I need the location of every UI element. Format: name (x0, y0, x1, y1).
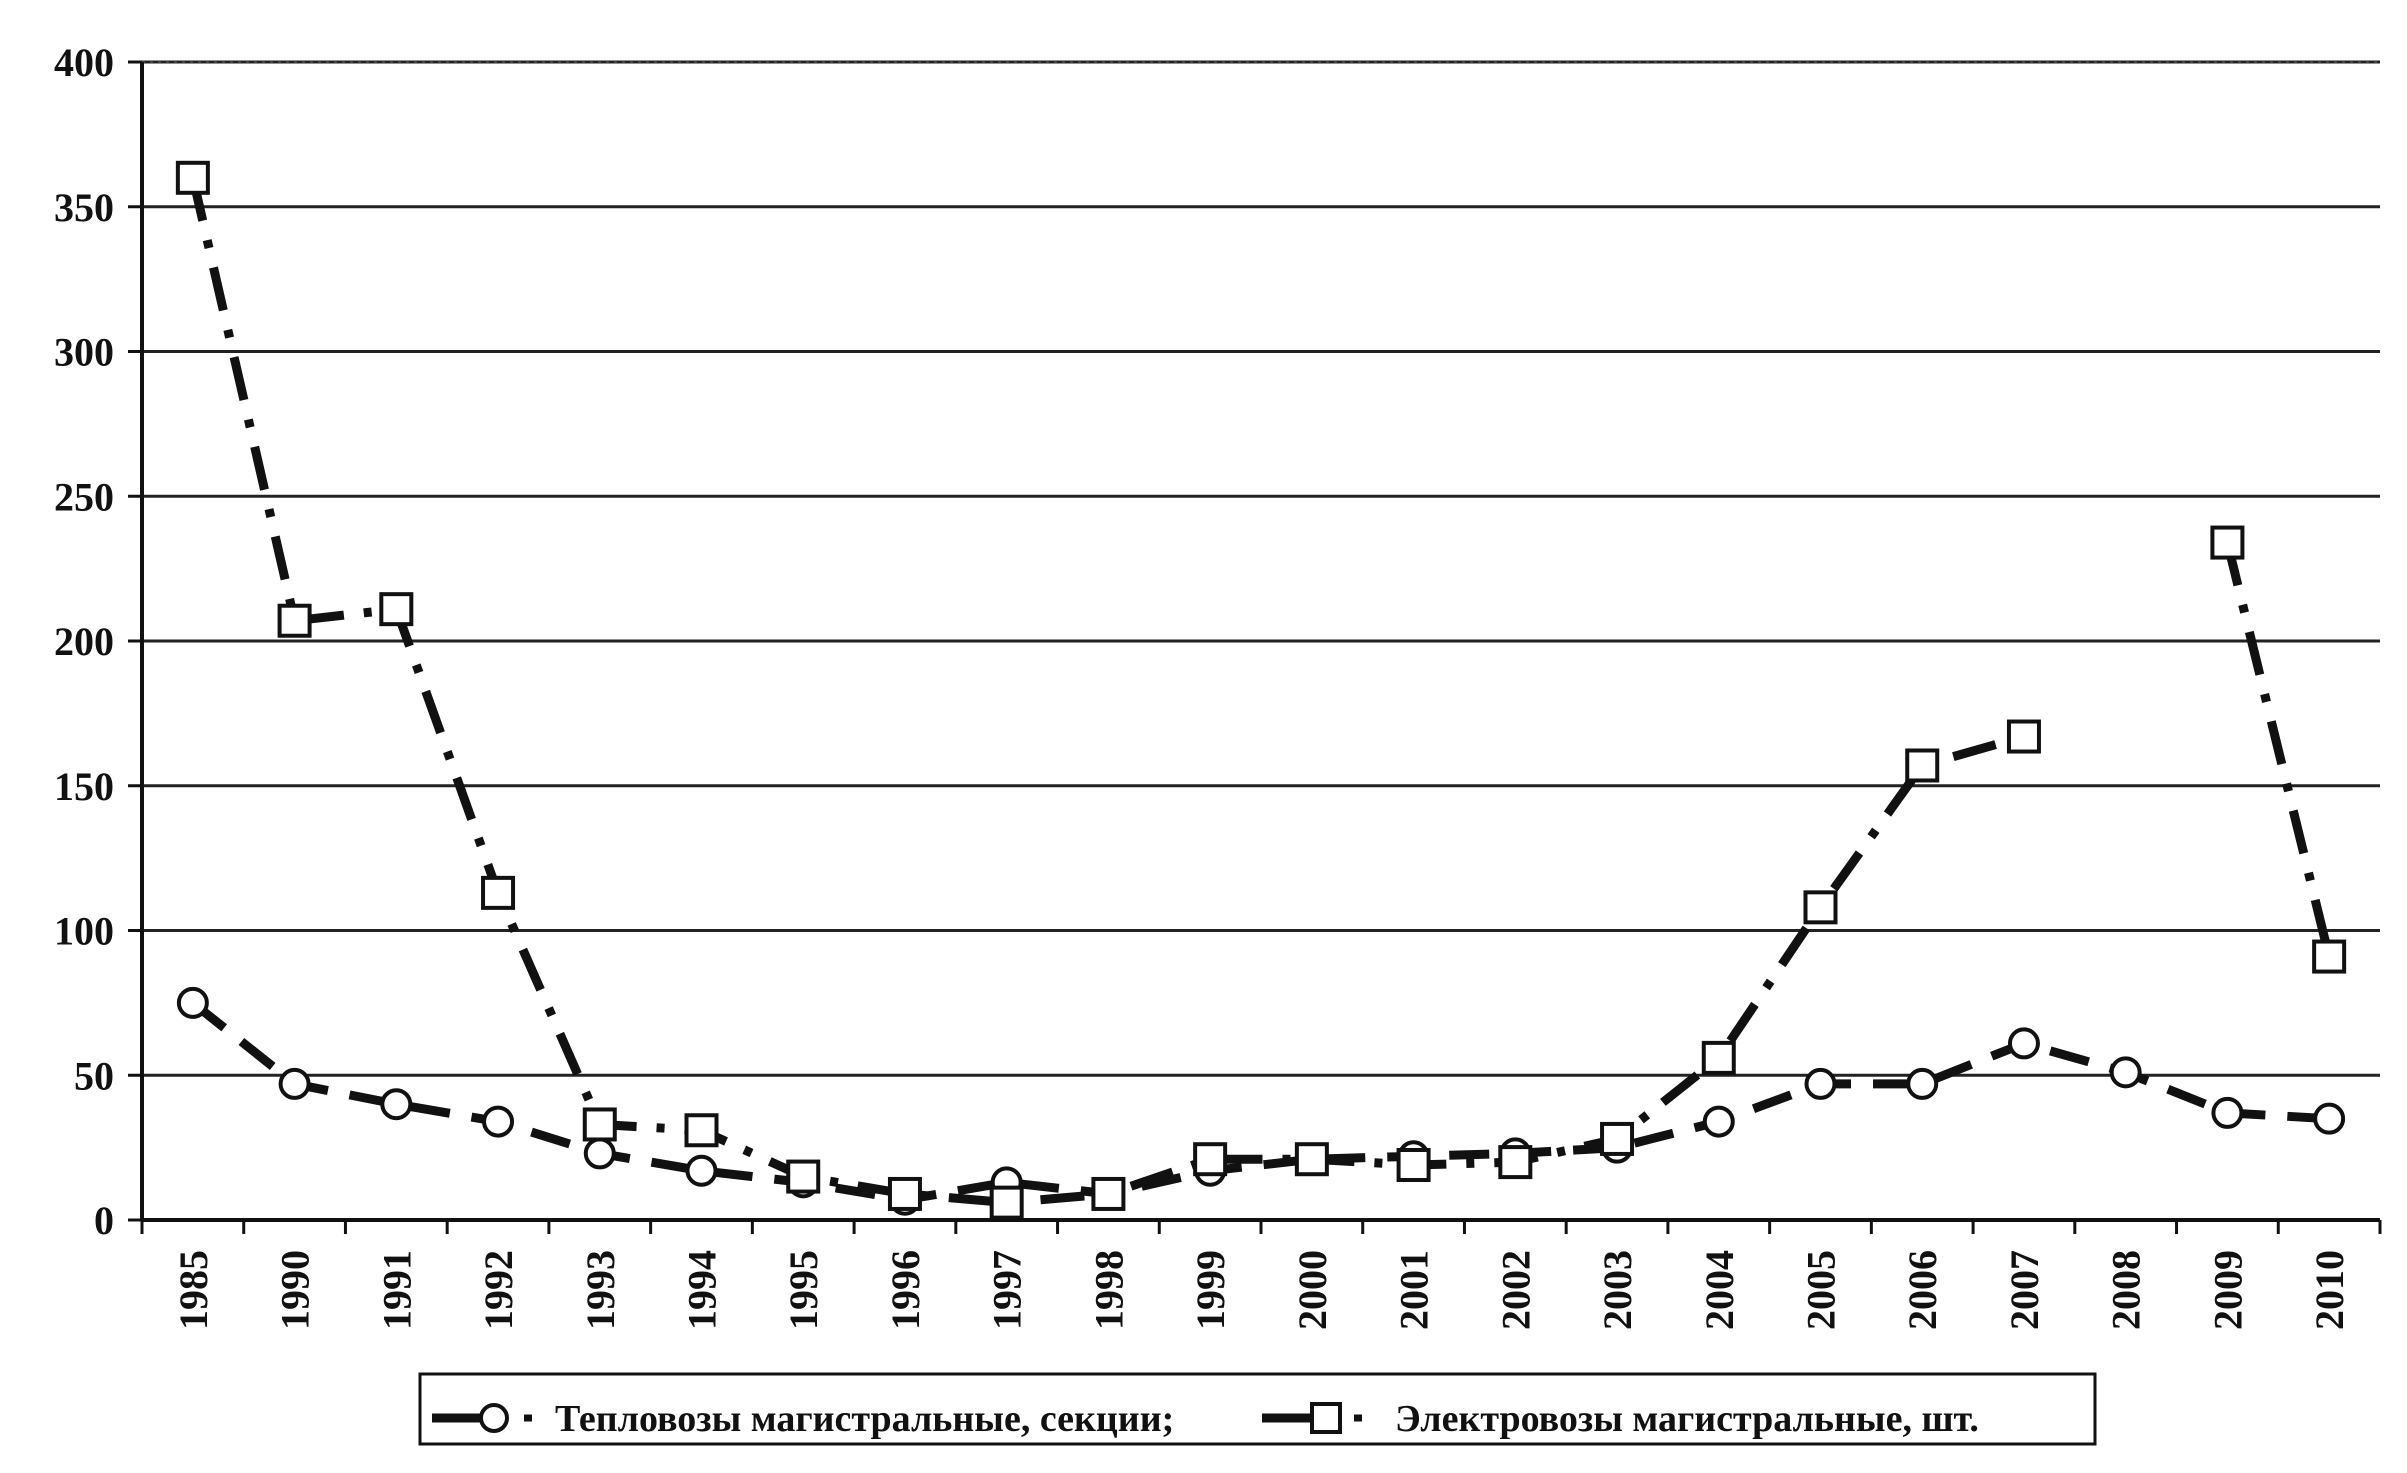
x-tick-label-1990: 1990 (273, 1250, 318, 1330)
series-2-point-2001 (1396, 1147, 1431, 1182)
x-tick-label-2004: 2004 (1697, 1250, 1742, 1330)
legend: Тепловозы магистральные, секции; Электров… (418, 1372, 2097, 1446)
series-2-point-1993 (582, 1107, 617, 1142)
series-2-point-1991 (379, 592, 414, 627)
series-2-point-1997 (989, 1185, 1024, 1220)
x-tick-label-2007: 2007 (2002, 1250, 2047, 1330)
x-tick-label-2003: 2003 (1595, 1250, 1640, 1330)
x-tick-label-1991: 1991 (374, 1250, 419, 1330)
x-tick-label-1985: 1985 (171, 1250, 216, 1330)
y-tick-label-200: 200 (54, 619, 114, 664)
y-tick-label-350: 350 (54, 185, 114, 230)
x-tick-label-2005: 2005 (1799, 1250, 1844, 1330)
series-2-point-2005 (1803, 890, 1838, 925)
series-1-point-1994 (685, 1154, 718, 1187)
x-tick-label-1997: 1997 (985, 1250, 1030, 1330)
y-axis-tick-labels: 0 50 100 150 200 250 300 350 400 (54, 40, 114, 1243)
legend-label-2: Электровозы магистральные, шт. (1395, 1398, 1979, 1440)
x-tick-label-2002: 2002 (1493, 1250, 1538, 1330)
y-tick-label-400: 400 (54, 40, 114, 85)
x-tick-label-2010: 2010 (2307, 1250, 2352, 1330)
x-tick-label-1995: 1995 (781, 1250, 826, 1330)
x-tick-label-2009: 2009 (2205, 1250, 2250, 1330)
series-2-point-2003 (1600, 1121, 1635, 1156)
series-2-point-2000 (1294, 1142, 1329, 1177)
x-tick-label-2001: 2001 (1392, 1250, 1437, 1330)
x-tick-label-1992: 1992 (476, 1250, 521, 1330)
y-tick-label-50: 50 (74, 1053, 114, 1098)
x-tick-label-1993: 1993 (578, 1250, 623, 1330)
series-2-point-2004 (1701, 1040, 1736, 1075)
legend-label-1: Тепловозы магистральные, секции; (555, 1398, 1174, 1440)
series-2-point-2006 (1905, 748, 1940, 783)
y-tick-label-0: 0 (94, 1198, 114, 1243)
series-2-point-2007 (2006, 719, 2041, 754)
x-tick-label-2006: 2006 (1900, 1250, 1945, 1330)
legend-marker-2 (1310, 1402, 1342, 1434)
x-tick-label-1999: 1999 (1188, 1250, 1233, 1330)
series-1-point-2004 (1702, 1105, 1735, 1138)
y-tick-label-300: 300 (54, 330, 114, 375)
x-tick-label-2000: 2000 (1290, 1250, 1335, 1330)
series-1-point-2010 (2313, 1102, 2346, 1135)
series-1-point-2007 (2007, 1027, 2040, 1060)
series-1-point-2006 (1906, 1067, 1939, 1100)
x-axis-tick-labels: 1985 1990 1991 1992 1993 1994 1995 1996 1997 1998… (171, 1250, 2352, 1330)
series-2-point-1994 (684, 1113, 719, 1148)
series-2-point-2010 (2312, 939, 2347, 974)
x-tick-label-1996: 1996 (883, 1250, 928, 1330)
series-markers (175, 160, 2347, 1220)
series-1-point-1991 (380, 1088, 413, 1121)
series-1-point-1990 (278, 1067, 311, 1100)
series-line-1-segment-1 (190, 999, 2330, 1205)
series-2-point-1995 (786, 1159, 821, 1194)
series-1-point-2005 (1804, 1067, 1837, 1100)
series-2-point-1998 (1091, 1176, 1126, 1211)
legend-box (418, 1372, 2097, 1446)
series-1-point-2008 (2109, 1056, 2142, 1089)
series-2-point-1992 (481, 875, 516, 910)
series-2-point-1985 (175, 160, 210, 195)
y-tick-label-150: 150 (54, 764, 114, 809)
y-tick-label-100: 100 (54, 909, 114, 954)
x-tick-label-1998: 1998 (1086, 1250, 1131, 1330)
series-1-point-1992 (482, 1105, 515, 1138)
series-2-point-1999 (1193, 1142, 1228, 1177)
series-1-point-1993 (583, 1137, 616, 1170)
series-2-point-2009 (2210, 525, 2245, 560)
series-line-2-segment-2 (2223, 541, 2334, 958)
series-1-point-2009 (2211, 1096, 2244, 1129)
x-tick-label-2008: 2008 (2104, 1250, 2149, 1330)
x-tick-label-1994: 1994 (680, 1250, 725, 1330)
series-2-point-1990 (277, 603, 312, 638)
y-tick-label-250: 250 (54, 474, 114, 519)
legend-marker-1 (479, 1403, 509, 1433)
axes (128, 60, 2382, 1234)
series-2-point-2002 (1498, 1145, 1533, 1180)
series-1-point-1985 (176, 986, 209, 1019)
series-2-point-1996 (887, 1176, 922, 1211)
